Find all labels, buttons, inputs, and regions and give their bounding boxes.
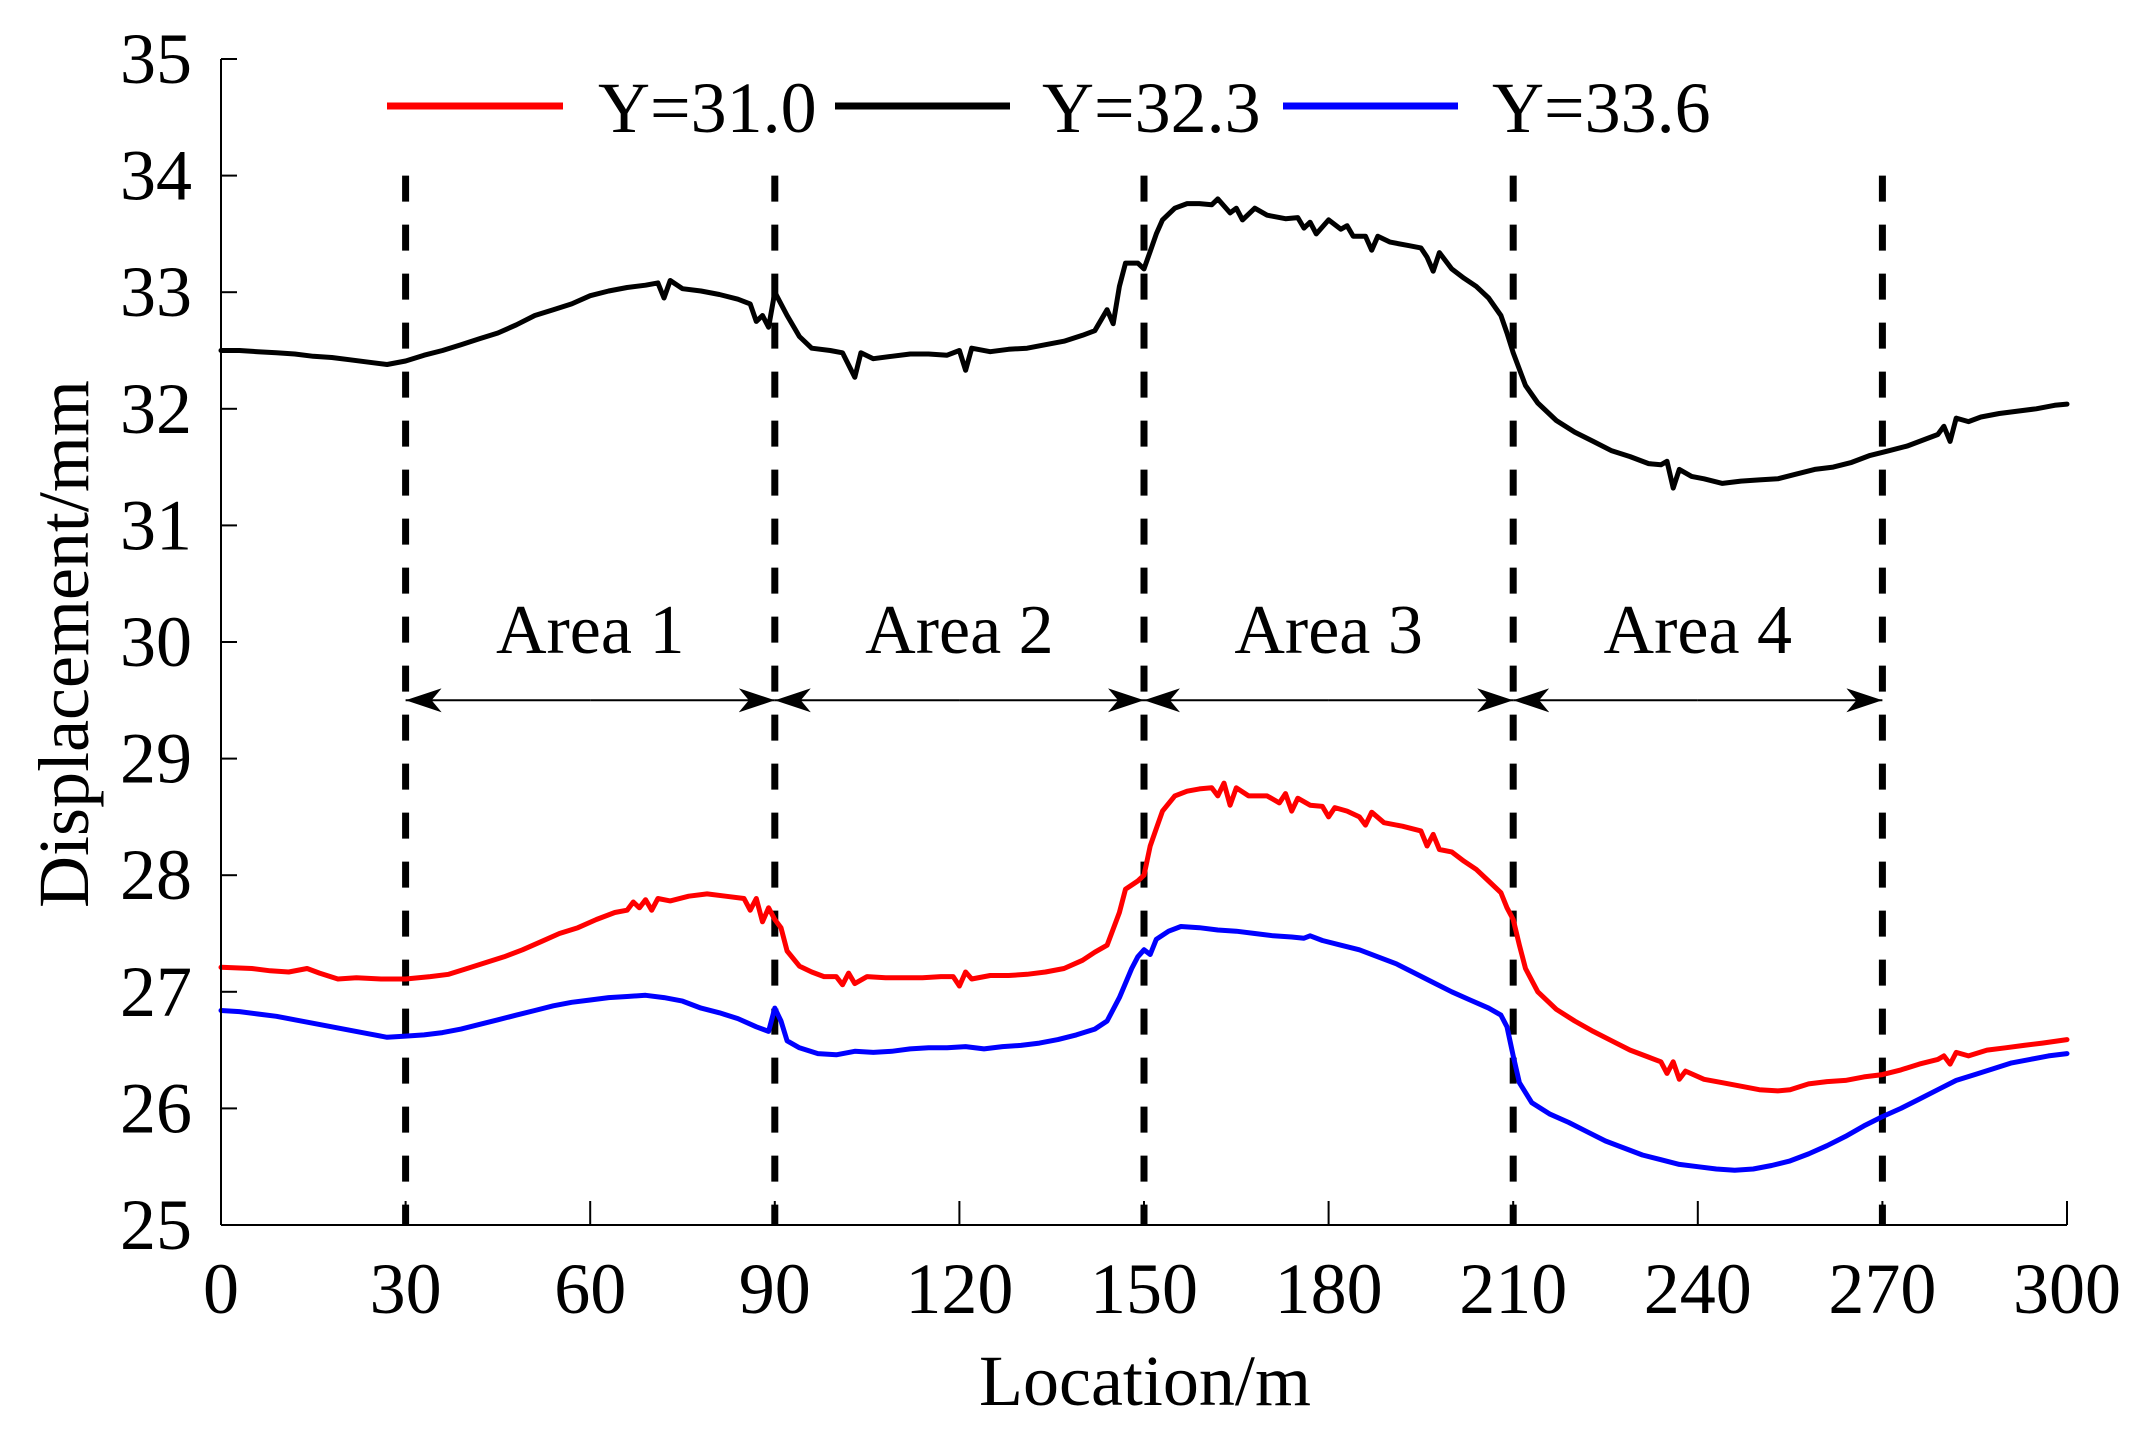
legend-label: Y=33.6	[1492, 68, 1711, 148]
x-tick-label: 180	[1275, 1249, 1383, 1329]
area-label: Area 2	[865, 592, 1054, 669]
series-layer	[218, 196, 2070, 1173]
series-line-y-32-3	[218, 196, 2070, 491]
legend-label: Y=31.0	[598, 68, 817, 148]
legend-item: Y=33.6	[1283, 68, 1711, 148]
legend-item: Y=31.0	[387, 68, 817, 148]
legend-label: Y=32.3	[1042, 68, 1261, 148]
axes: 25 26 27 28 29 30 31 32 33 34 35 0 30 60 90 120 150 180 2…	[120, 19, 2121, 1329]
x-tick-label: 30	[370, 1249, 442, 1329]
x-tick-label: 300	[2013, 1249, 2121, 1329]
y-tick-label: 27	[120, 952, 192, 1032]
y-tick-label: 26	[120, 1068, 192, 1148]
y-tick-label: 33	[120, 252, 192, 332]
plot-area: Area 1 Area 2 Area 3 Area 4	[218, 175, 2070, 1225]
area-labels: Area 1 Area 2 Area 3 Area 4	[496, 592, 1792, 669]
x-tick-label: 90	[739, 1249, 811, 1329]
legend: Y=31.0 Y=32.3 Y=33.6	[387, 68, 1711, 148]
y-tick-label: 32	[120, 369, 192, 449]
y-axis-title: Displacement/mm	[24, 380, 104, 908]
y-tick-label: 31	[120, 485, 192, 565]
x-axis-ticks: 0 30 60 90 120 150 180 210 240 270 300	[203, 1201, 2121, 1329]
y-tick-label: 29	[120, 719, 192, 799]
x-tick-label: 0	[203, 1249, 239, 1329]
series-line-y-31-0	[218, 780, 2070, 1094]
x-tick-label: 240	[1644, 1249, 1752, 1329]
area-label: Area 3	[1234, 592, 1423, 669]
area-label: Area 1	[496, 592, 685, 669]
y-axis-ticks: 25 26 27 28 29 30 31 32 33 34 35	[120, 19, 237, 1265]
x-tick-label: 270	[1828, 1249, 1936, 1329]
x-axis-title: Location/m	[979, 1341, 1311, 1421]
x-tick-label: 120	[905, 1249, 1013, 1329]
y-tick-label: 30	[120, 602, 192, 682]
y-tick-label: 28	[120, 835, 192, 915]
y-tick-label: 35	[120, 19, 192, 99]
legend-item: Y=32.3	[835, 68, 1261, 148]
x-tick-label: 150	[1090, 1249, 1198, 1329]
area-label: Area 4	[1604, 592, 1793, 669]
y-tick-label: 25	[120, 1185, 192, 1265]
series-line-y-33-6	[218, 924, 2070, 1173]
x-tick-label: 210	[1459, 1249, 1567, 1329]
y-tick-label: 34	[120, 136, 192, 216]
x-tick-label: 60	[554, 1249, 626, 1329]
